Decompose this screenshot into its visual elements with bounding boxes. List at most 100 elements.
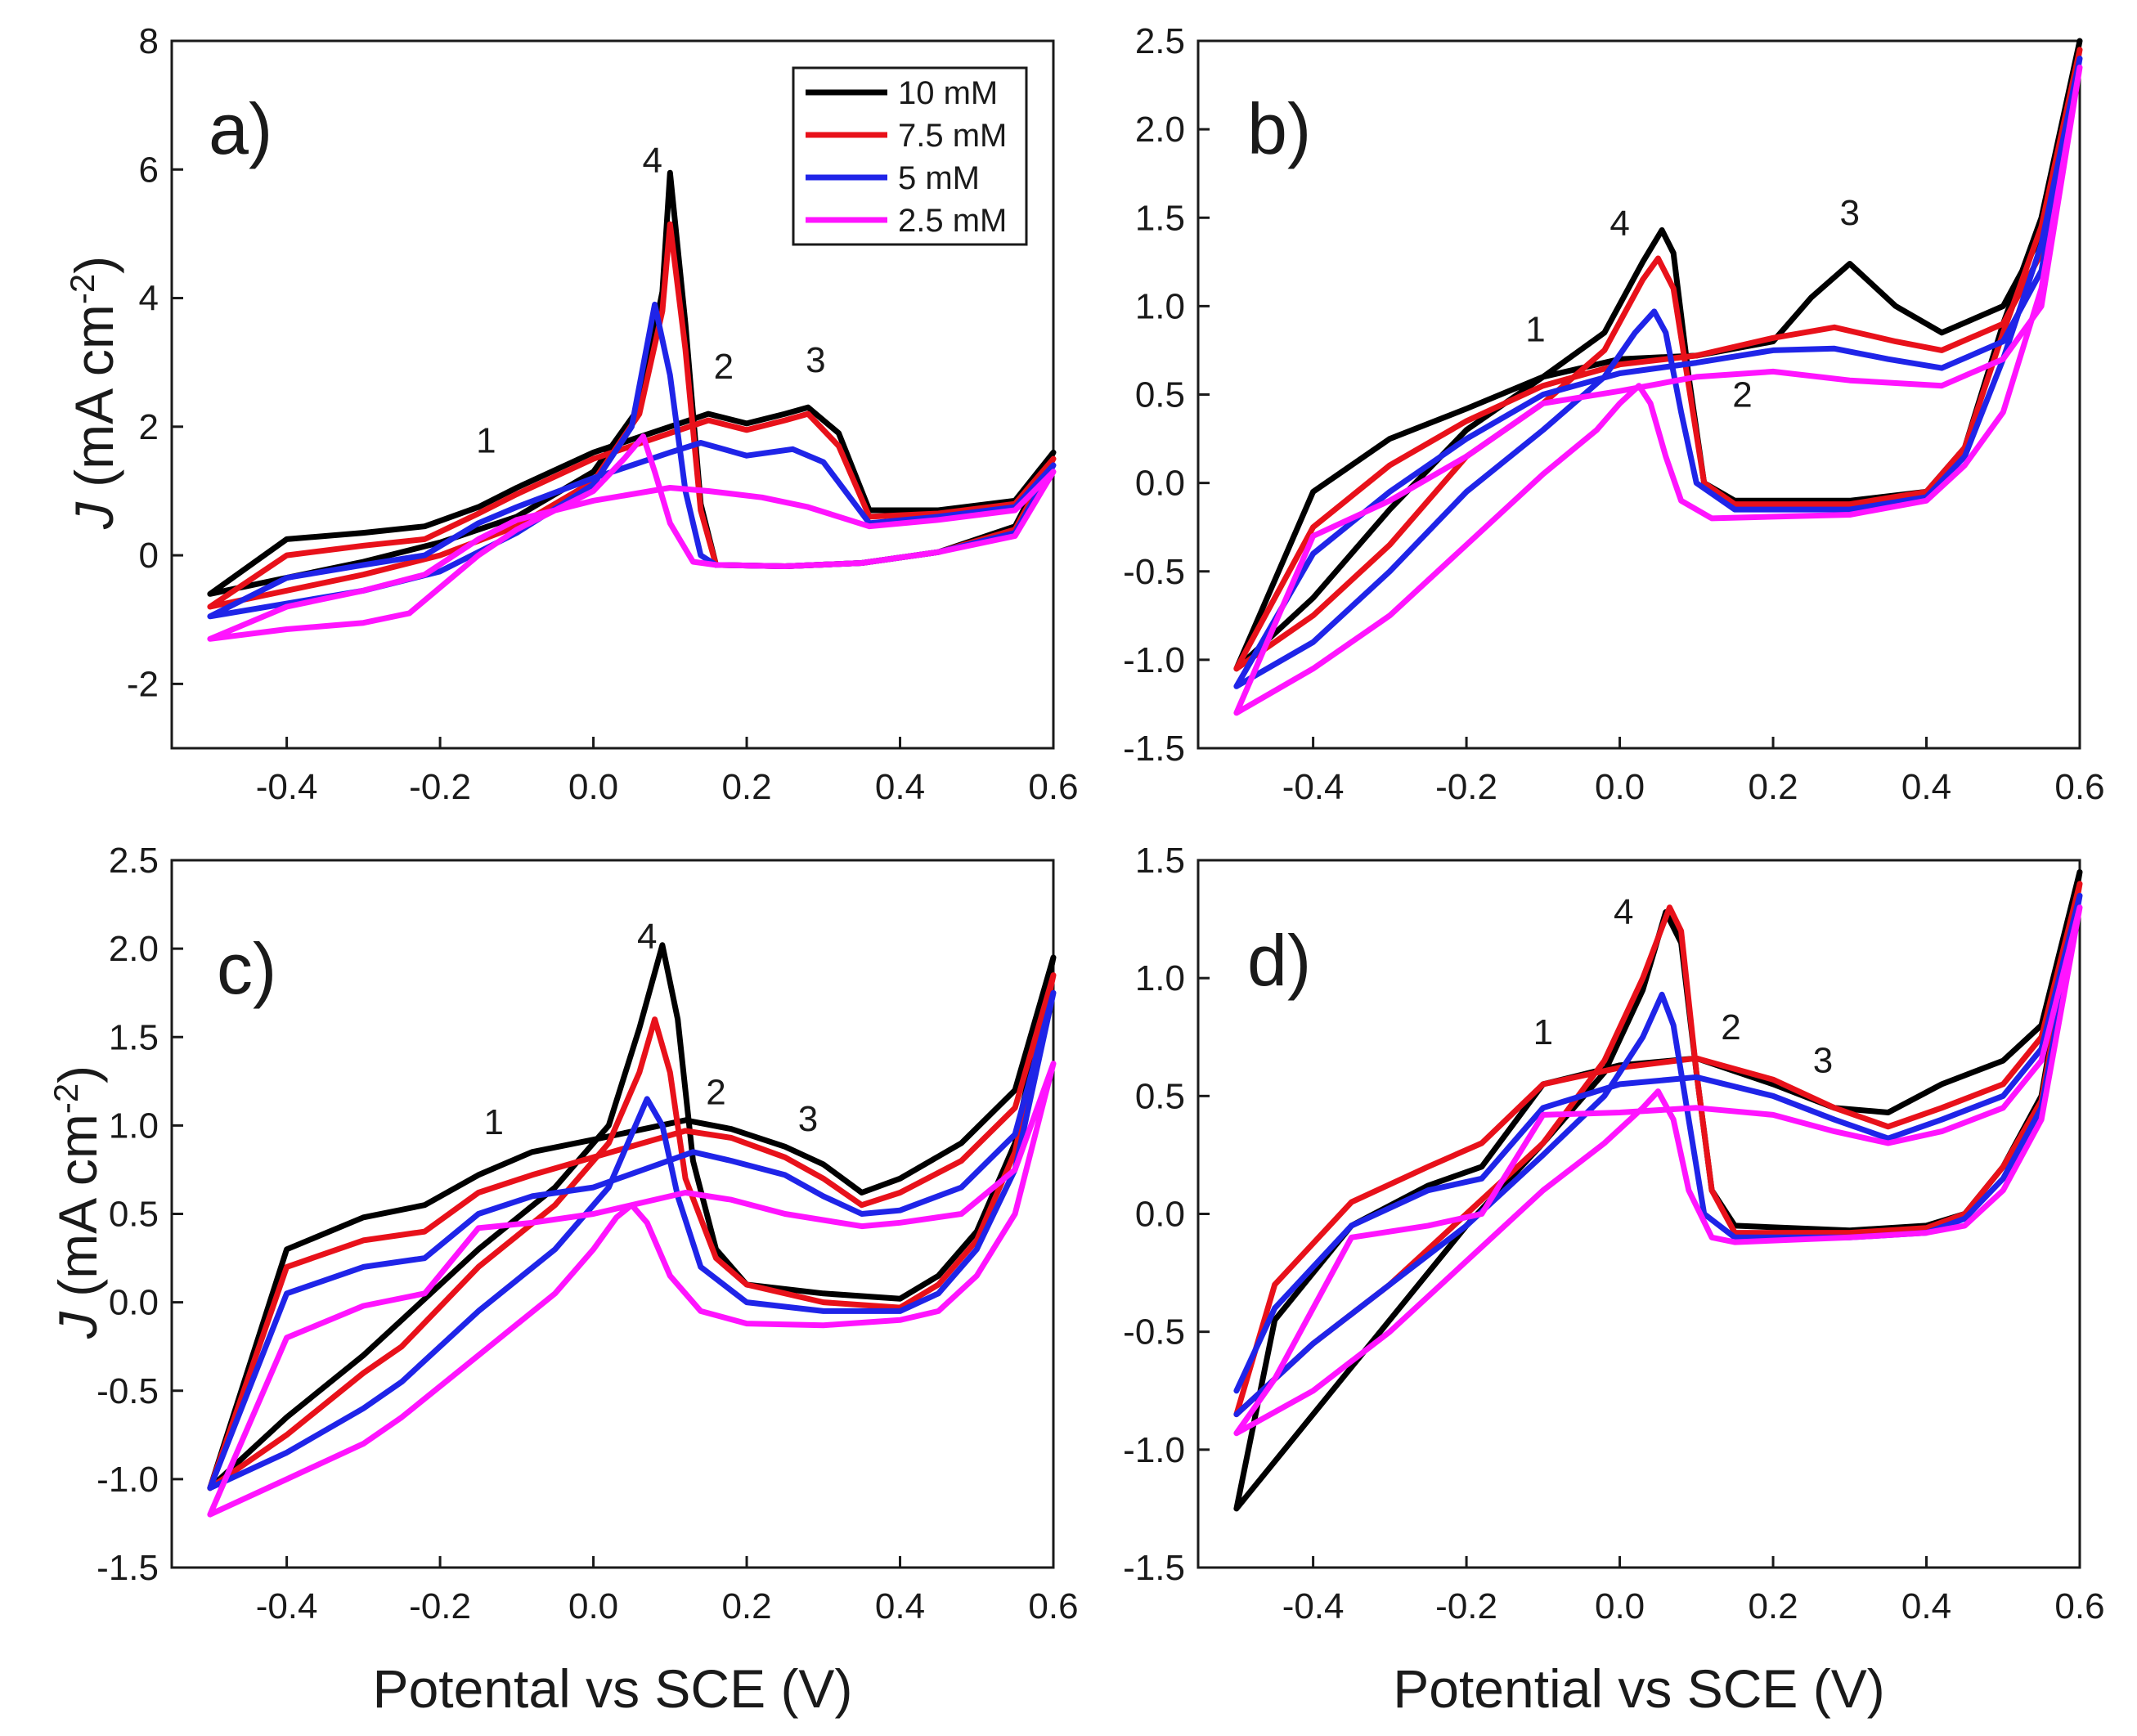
panel-b-ytick-label-1: -1.0 xyxy=(1123,640,1185,680)
panel-d-xtick-label-2: 0.0 xyxy=(1595,1586,1645,1626)
panel-c: c) -0.4 -0.2 0.0 0.2 0.4 0.6 -1.5 -1.0 -0.5 0.0 0.… xyxy=(97,841,1078,1626)
panel-a-label: a) xyxy=(209,88,272,169)
panel-b-ytick-label-6: 1.5 xyxy=(1135,198,1185,238)
panel-c-peak-label-3: 3 xyxy=(798,1099,818,1139)
panel-b-xtick-label-3: 0.2 xyxy=(1748,767,1798,807)
panel-d-ytick-label-2: -0.5 xyxy=(1123,1312,1185,1352)
panel-a-series-5-mm xyxy=(207,301,1057,620)
y-axis-title-bottom-text: J (mA cm-2) xyxy=(47,1065,109,1339)
panel-d-xtick-label-1: -0.2 xyxy=(1435,1586,1497,1626)
panel-c-ytick-label-6: 1.5 xyxy=(109,1017,159,1057)
panel-d-peak-label-3: 3 xyxy=(1813,1041,1833,1081)
panel-d-xtick-label-3: 0.2 xyxy=(1748,1586,1798,1626)
panel-c-frame xyxy=(170,859,1055,1569)
panel-c-peak-label-1: 1 xyxy=(483,1102,503,1142)
panel-d-ytick-label-1: -1.0 xyxy=(1123,1430,1185,1470)
panel-d-ytick-label-3: 0.0 xyxy=(1135,1195,1185,1235)
panel-b-series-7-5-mm xyxy=(1233,47,2083,672)
panel-a-peak-label-4: 4 xyxy=(643,141,662,181)
panel-a-ytick-label-0: -2 xyxy=(127,664,159,704)
panel-b-peak-label-2: 2 xyxy=(1732,375,1752,415)
panel-a-series-10-mm xyxy=(207,169,1057,597)
panel-c-ytick-label-5: 1.0 xyxy=(109,1106,159,1146)
panel-c-ytick-label-7: 2.0 xyxy=(109,929,159,969)
legend-label-10mm: 10 mM xyxy=(898,75,998,111)
panel-b-xtick-label-4: 0.4 xyxy=(1901,767,1951,807)
panel-d-series-7-5-mm xyxy=(1233,881,2083,1418)
panel-a-xtick-label-3: 0.2 xyxy=(721,767,771,807)
panel-c-ytick-label-8: 2.5 xyxy=(109,841,159,881)
panel-b-peak-label-1: 1 xyxy=(1525,310,1545,350)
panel-b-xtick-label-0: -0.4 xyxy=(1282,767,1345,807)
panel-b-ytick-label-4: 0.5 xyxy=(1135,375,1185,415)
panel-a-peak-label-3: 3 xyxy=(806,340,825,380)
panel-b-frame xyxy=(1196,39,2081,750)
y-axis-title-bottom-close: ) xyxy=(47,1065,108,1083)
panel-c-series-7-5-mm xyxy=(207,972,1057,1492)
legend-label-5mm: 5 mM xyxy=(898,160,980,196)
y-axis-title-bottom-exponent: -2 xyxy=(47,1083,85,1114)
panel-d-ytick-label-5: 1.0 xyxy=(1135,958,1185,998)
panel-d-xtick-label-5: 0.6 xyxy=(2054,1586,2104,1626)
legend-box xyxy=(792,66,1028,246)
legend-label-7-5mm: 7.5 mM xyxy=(898,118,1007,154)
panel-b-ytick-label-0: -1.5 xyxy=(1123,729,1185,769)
panel-a-ytick-label-1: 0 xyxy=(139,536,159,576)
panel-c-ytick-label-2: -0.5 xyxy=(97,1371,159,1411)
y-axis-title-top: J (mA cm-2) xyxy=(63,256,125,530)
panel-d-series-5-mm xyxy=(1233,892,2083,1418)
panel-a-xtick-label-5: 0.6 xyxy=(1028,767,1078,807)
panel-b-xtick-label-5: 0.6 xyxy=(2054,767,2104,807)
panel-d-ytick-label-6: 1.5 xyxy=(1135,841,1185,881)
panel-a-series-2-5-mm xyxy=(207,433,1057,642)
panel-a-xtick-label-1: -0.2 xyxy=(409,767,471,807)
panel-c-xtick-label-5: 0.6 xyxy=(1028,1586,1078,1626)
panel-b-ytick-label-5: 1.0 xyxy=(1135,286,1185,326)
panel-b-ytick-label-7: 2.0 xyxy=(1135,110,1185,150)
panel-c-peak-label-2: 2 xyxy=(706,1072,725,1112)
panel-c-xtick-label-2: 0.0 xyxy=(568,1586,618,1626)
panel-a-xtick-label-0: -0.4 xyxy=(256,767,318,807)
panel-b-ytick-label-2: -0.5 xyxy=(1123,552,1185,592)
y-axis-title-top-unit: (mA cm xyxy=(64,304,124,502)
panel-c-peak-label-4: 4 xyxy=(637,917,657,957)
y-axis-title-top-j: J xyxy=(64,501,124,530)
y-axis-title-bottom: J (mA cm-2) xyxy=(47,1065,109,1339)
panel-b-ytick-label-8: 2.5 xyxy=(1135,21,1185,61)
panel-b-series-2-5-mm xyxy=(1233,64,2083,716)
panel-b-series-5-mm xyxy=(1233,56,2083,689)
panel-b-series-10-mm xyxy=(1233,38,2083,672)
panel-a-ytick-label-4: 6 xyxy=(139,150,159,190)
panel-c-xtick-label-4: 0.4 xyxy=(875,1586,925,1626)
panel-a-peak-label-1: 1 xyxy=(476,420,496,460)
panel-d-xtick-label-4: 0.4 xyxy=(1901,1586,1951,1626)
panel-d-series-2-5-mm xyxy=(1233,904,2083,1437)
x-axis-title-right: Potential vs SCE (V) xyxy=(1393,1658,1885,1719)
panel-d-peak-label-2: 2 xyxy=(1721,1007,1740,1047)
panel-d-series-10-mm xyxy=(1233,868,2083,1512)
panel-a-xtick-label-2: 0.0 xyxy=(568,767,618,807)
panel-b-label: b) xyxy=(1247,88,1311,169)
panel-c-ytick-label-0: -1.5 xyxy=(97,1548,159,1588)
panel-b-peak-label-4: 4 xyxy=(1609,204,1629,244)
panel-a-peak-label-2: 2 xyxy=(714,347,734,387)
panel-d-peak-label-1: 1 xyxy=(1533,1012,1553,1052)
panel-c-ytick-label-3: 0.0 xyxy=(109,1283,159,1323)
panel-c-xtick-label-1: -0.2 xyxy=(409,1586,471,1626)
panel-c-ytick-label-1: -1.0 xyxy=(97,1460,159,1500)
x-axis-title-left: Potental vs SCE (V) xyxy=(373,1658,853,1719)
panel-d-xtick-label-0: -0.4 xyxy=(1282,1586,1345,1626)
panel-d-frame xyxy=(1196,859,2081,1569)
panel-d-ytick-label-0: -1.5 xyxy=(1123,1548,1185,1588)
panel-a-xtick-label-4: 0.4 xyxy=(875,767,925,807)
panel-c-series-2-5-mm xyxy=(207,1061,1057,1518)
y-axis-title-top-close: ) xyxy=(64,256,124,274)
panel-c-label: c) xyxy=(217,928,276,1009)
panel-b-xtick-label-1: -0.2 xyxy=(1435,767,1497,807)
panel-c-ytick-label-4: 0.5 xyxy=(109,1195,159,1235)
panel-d-peak-label-4: 4 xyxy=(1614,892,1633,932)
panel-b-ytick-label-3: 0.0 xyxy=(1135,464,1185,504)
y-axis-title-bottom-unit: (mA cm xyxy=(47,1114,108,1312)
panel-b-peak-label-3: 3 xyxy=(1840,193,1860,233)
